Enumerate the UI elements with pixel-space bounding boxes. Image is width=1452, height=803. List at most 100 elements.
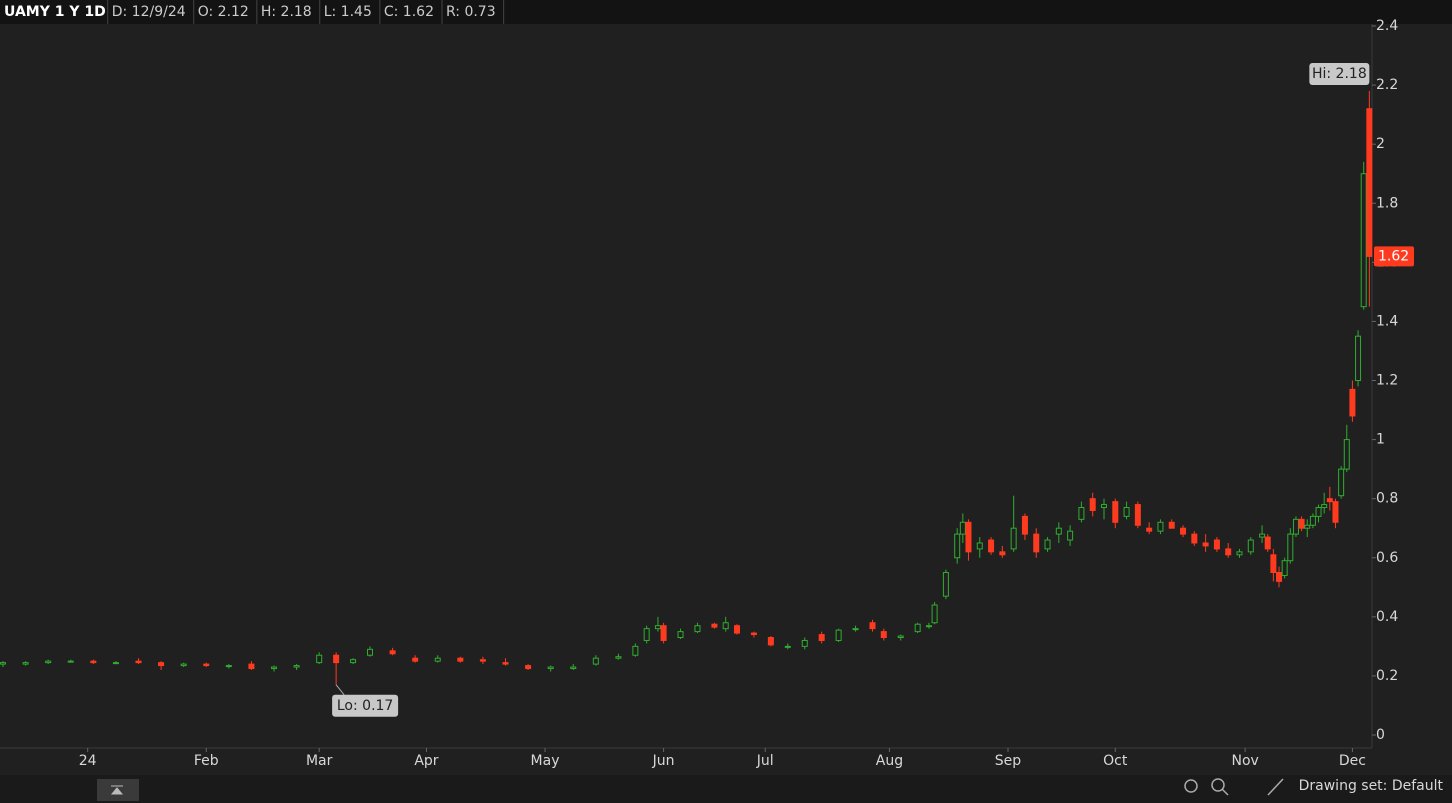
x-tick-label: Apr (414, 753, 438, 769)
candle-body (1100, 504, 1107, 509)
candle-body (271, 666, 278, 670)
drawing-set[interactable]: Drawing set: Default (1299, 778, 1444, 794)
candle-body (333, 654, 340, 664)
candle-body (965, 521, 972, 553)
candle-body (711, 623, 718, 628)
candle-body (350, 659, 357, 664)
candle-body (677, 631, 684, 639)
candle-body (293, 665, 300, 668)
y-tick-label: 1.4 (1376, 313, 1398, 329)
symbol: UAMY 1 Y 1D (4, 4, 106, 20)
collapse-icon (110, 785, 124, 795)
hi-box (1309, 62, 1370, 85)
candle-body (434, 657, 441, 662)
candle-body (1225, 548, 1232, 556)
candle-body (366, 648, 373, 656)
candle-body (654, 625, 661, 630)
y-tick-label: 2.2 (1376, 77, 1398, 93)
candle-body (1343, 439, 1350, 470)
candle-body (1281, 560, 1288, 576)
footer-bar (0, 775, 1452, 803)
candle-body (660, 625, 667, 641)
candle-body (457, 657, 464, 662)
candle-body (852, 628, 859, 631)
candle-body (1287, 533, 1294, 562)
candle-body (988, 539, 995, 553)
candle-body (632, 645, 639, 656)
candle-body (925, 625, 932, 628)
zoom-in-icon[interactable] (1211, 778, 1225, 792)
candle-body (1298, 518, 1305, 529)
header-item: C: 1.62 (384, 4, 434, 20)
candle-body (0, 662, 6, 665)
x-tick-label: Nov (1231, 753, 1258, 769)
candle-body (954, 533, 961, 559)
candle-body (784, 645, 791, 648)
candle-body (1259, 533, 1266, 538)
candle-body (1202, 542, 1209, 547)
candle-body (225, 665, 232, 668)
candle-body (880, 631, 887, 639)
crosshair-icon[interactable] (1184, 779, 1198, 793)
candle-body (45, 660, 52, 664)
x-tick-label: 24 (79, 753, 97, 769)
candle-body (1349, 388, 1356, 417)
candle-body (1270, 554, 1277, 574)
candle-body (733, 625, 740, 634)
candle-body (135, 660, 142, 664)
candle-body (942, 572, 949, 597)
candle-body (479, 659, 486, 662)
y-tick-label: 2 (1376, 136, 1385, 152)
candle-body (158, 662, 165, 667)
candle-body (914, 623, 921, 633)
candle-body (1213, 539, 1220, 550)
candle-body (1247, 539, 1254, 553)
x-tick-label: Dec (1339, 753, 1366, 769)
header-item: O: 2.12 (198, 4, 249, 20)
candle-body (999, 551, 1006, 556)
candle-body (316, 654, 323, 664)
candle-body (67, 660, 74, 663)
candle-body (1309, 515, 1316, 526)
candle-body (722, 622, 729, 630)
hi-label: Hi: 2.18 (1312, 66, 1367, 82)
y-tick-label: 1.8 (1376, 195, 1398, 211)
lo-box (332, 694, 399, 717)
candle-body (1089, 498, 1096, 511)
candle-body (22, 662, 29, 665)
header-bar (0, 0, 1452, 24)
candle-body (1168, 521, 1175, 529)
candle-body (931, 604, 938, 624)
candle-body (897, 635, 904, 639)
x-tick-label: Jul (756, 753, 774, 769)
candle-body (1078, 507, 1085, 520)
candle-body (1304, 524, 1311, 529)
candle-body (1123, 507, 1130, 517)
candle-body (502, 662, 509, 665)
x-tick-label: Sep (995, 753, 1022, 769)
x-tick-label: Jun (652, 753, 675, 769)
x-tick-label: May (531, 753, 560, 769)
x-tick-label: Oct (1103, 753, 1128, 769)
candle-body (1326, 498, 1333, 503)
candle-body (1067, 530, 1074, 541)
candle-body (976, 542, 983, 550)
candle-body (1157, 521, 1164, 532)
candle-body (1010, 527, 1017, 550)
candle-body (694, 625, 701, 633)
candle-body (1112, 501, 1119, 523)
draw-icon[interactable] (1267, 778, 1284, 796)
candle-body (1033, 533, 1040, 553)
candle-body (1332, 501, 1339, 523)
y-tick-label: 1 (1376, 432, 1385, 448)
y-tick-label: 0.8 (1376, 491, 1398, 507)
candle-body (818, 634, 825, 641)
candle-body (615, 656, 622, 659)
y-tick-label: 0.4 (1376, 609, 1398, 625)
header-item: L: 1.45 (324, 4, 372, 20)
y-tick-label: 2.4 (1376, 18, 1398, 34)
candle-body (1321, 504, 1328, 509)
candle-body (1180, 527, 1187, 535)
